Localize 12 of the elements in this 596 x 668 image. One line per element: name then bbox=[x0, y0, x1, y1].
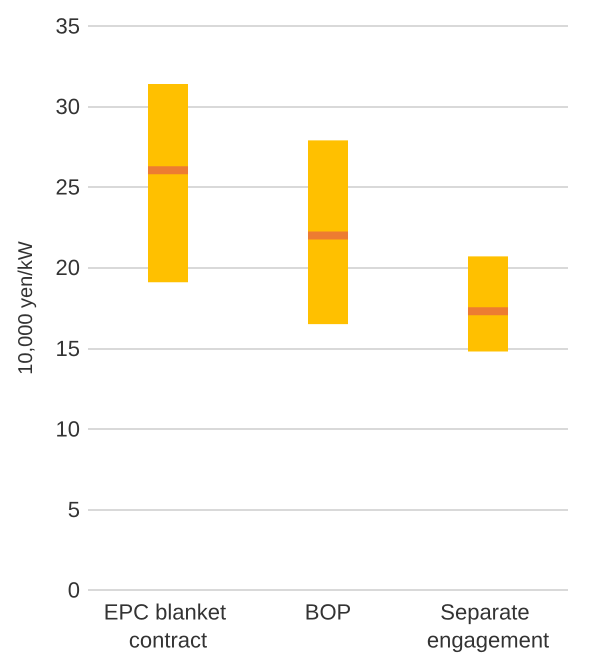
y-tick-label: 35 bbox=[56, 14, 80, 38]
y-tick-label: 0 bbox=[68, 578, 80, 602]
y-tick-label: 25 bbox=[56, 174, 80, 200]
y-tick-label: 15 bbox=[56, 336, 80, 361]
x-tick-label: EPC blanket contract bbox=[104, 600, 232, 652]
y-tick-label: 20 bbox=[56, 255, 80, 280]
x-tick-label: BOP bbox=[304, 600, 352, 624]
y-tick-label: 5 bbox=[68, 496, 80, 522]
y-axis-title: 10,000 yen/kW bbox=[15, 241, 37, 375]
y-tick-label: 10 bbox=[56, 416, 80, 442]
x-tick-label: Separate engagement bbox=[426, 600, 550, 652]
y-tick-label: 30 bbox=[56, 94, 80, 120]
